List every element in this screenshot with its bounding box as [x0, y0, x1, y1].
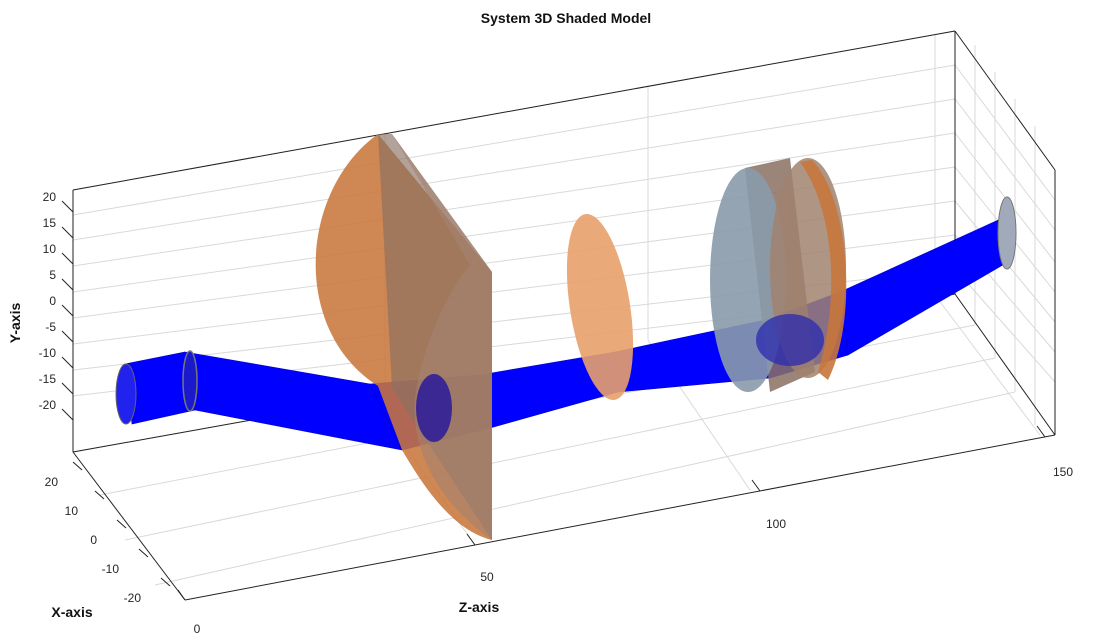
x-tick-label: 20 [45, 475, 59, 489]
x-tick-label: 0 [90, 533, 97, 547]
cylinder-beam-footprint [756, 314, 824, 366]
x-tick-labels: 20 10 0 -10 -20 [45, 475, 142, 605]
y-tick-label: 20 [43, 190, 57, 204]
y-tick-label: 5 [49, 268, 56, 282]
y-tick-label: 10 [43, 242, 57, 256]
z-tick-marks [177, 425, 1046, 601]
y-tick-label: 0 [49, 294, 56, 308]
x-tick-label: -10 [102, 562, 120, 576]
prism-element [315, 134, 492, 540]
y-tick-marks [61, 200, 74, 421]
prism-front-face [392, 134, 492, 540]
y-tick-label: -15 [39, 372, 57, 386]
x-axis-label: X-axis [51, 604, 92, 620]
z-axis-label: Z-axis [459, 599, 500, 615]
z-tick-label: 0 [194, 622, 201, 636]
aperture-stop [182, 350, 198, 412]
detector-surface [997, 196, 1017, 270]
z-tick-labels: 0 50 100 150 [194, 465, 1074, 636]
cylinder-lens-group [710, 158, 847, 392]
beam-segment [839, 216, 1009, 356]
singlet-lens [566, 214, 634, 400]
x-tick-label: 10 [65, 504, 79, 518]
x-tick-label: -20 [124, 591, 142, 605]
y-tick-label: -10 [39, 346, 57, 360]
y-tick-labels: 20 15 10 5 0 -5 -10 -15 -20 [39, 190, 57, 412]
cylinder-lens-edge [800, 160, 847, 380]
y-axis-label: Y-axis [7, 303, 23, 344]
y-tick-label: -20 [39, 398, 57, 412]
source-aperture [115, 363, 137, 425]
x-tick-marks [72, 461, 171, 587]
y-tick-label: -5 [45, 320, 56, 334]
z-tick-label: 150 [1053, 465, 1073, 479]
ray-beam [124, 216, 1009, 451]
z-tick-label: 100 [766, 517, 786, 531]
figure-title: System 3D Shaded Model [481, 10, 651, 26]
prism-beam-footprint [416, 374, 452, 442]
z-tick-label: 50 [480, 570, 494, 584]
y-tick-label: 15 [43, 216, 57, 230]
